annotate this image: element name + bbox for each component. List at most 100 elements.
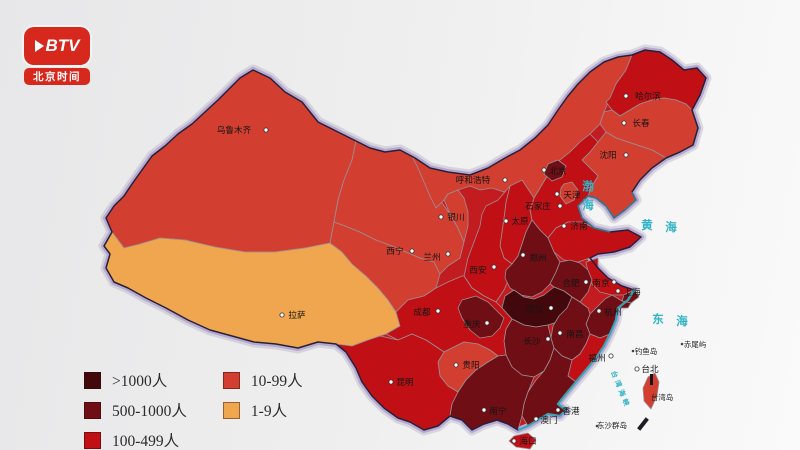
province-taiwan (642, 372, 660, 410)
city-dot (481, 407, 487, 413)
channel-name: BTV (45, 36, 80, 55)
city-label: 太原 (511, 215, 529, 226)
province-tianjin (559, 181, 579, 205)
city-label: 呼和浩特 (456, 174, 491, 185)
sea-label: 海 (676, 314, 688, 328)
city-label: 北京 (549, 165, 567, 176)
city-dot (623, 152, 629, 158)
city-dot (438, 214, 444, 220)
island-dot (680, 342, 684, 346)
city-dot (608, 353, 614, 359)
legend-swatch (222, 401, 240, 419)
city-label: 天津 (563, 190, 581, 200)
city-dot (502, 177, 508, 183)
legend-swatch (222, 371, 240, 389)
sea-label: 黄 (641, 218, 653, 232)
city-label: 济南 (570, 220, 588, 231)
province-ningxia (443, 189, 469, 243)
city-label: 银川 (447, 211, 464, 222)
city-dot (511, 438, 517, 444)
legend-item: 100-499人 (84, 429, 187, 450)
city-label: 长春 (632, 117, 650, 128)
city-dot (583, 279, 589, 285)
btv-logo-main: BTV (24, 27, 90, 65)
city-label: 乌鲁木齐 (217, 124, 252, 135)
city-label: 香港 (562, 405, 580, 416)
sea-label: 海 (665, 220, 677, 234)
city-dot (453, 362, 459, 368)
city-dot (545, 336, 551, 342)
city-label: 成都 (413, 306, 431, 317)
legend-item: >1000人 (84, 369, 187, 391)
city-dot (484, 320, 490, 326)
city-label: 台北 (641, 363, 659, 374)
city-dot (623, 93, 629, 99)
city-dot (491, 264, 497, 270)
city-dot (409, 248, 415, 254)
legend-swatch (84, 401, 101, 419)
city-dot (520, 252, 526, 258)
city-label: 福州 (588, 353, 605, 363)
city-label: 哈尔滨 (635, 90, 661, 101)
scale-mark-slanted (637, 417, 649, 431)
city-label: 重庆 (463, 318, 481, 329)
city-label: 沈阳 (599, 149, 616, 160)
island-label: 台湾岛 (651, 392, 674, 402)
city-dot (555, 407, 561, 413)
channel-subtitle: 北京时间 (24, 68, 90, 85)
city-dot (615, 288, 621, 294)
city-dot (263, 127, 269, 133)
province-chongqing (457, 295, 505, 339)
sea-label: 渤 (582, 179, 594, 193)
sea-label: 东 (652, 312, 664, 326)
city-dot (634, 366, 640, 372)
city-dot (621, 120, 627, 126)
city-dot (541, 167, 547, 173)
legend-item: 500-1000人 (84, 399, 187, 421)
city-dot (557, 330, 563, 336)
island-dot (631, 349, 635, 353)
city-dot (548, 305, 554, 311)
city-label: 上海 (623, 286, 641, 297)
city-dot (533, 416, 539, 422)
city-dot (279, 312, 285, 318)
city-dot (503, 218, 509, 224)
province-shaanxi (463, 185, 513, 303)
city-label: 贵阳 (462, 359, 479, 370)
city-label: 西安 (469, 264, 487, 275)
legend-label: 1-9人 (250, 403, 288, 420)
city-label: 长沙 (523, 335, 541, 346)
scale-mark (650, 374, 653, 385)
city-label: 澳门 (540, 414, 557, 425)
legend-label: 100-499人 (112, 433, 180, 450)
sea-label: 台湾海峡 (609, 369, 632, 409)
legend-label: 10-99人 (250, 373, 303, 390)
city-dot (388, 379, 394, 385)
city-label: 海口 (519, 435, 536, 446)
city-label: 昆明 (396, 377, 413, 387)
play-icon (34, 40, 44, 52)
province-layer (103, 49, 707, 450)
city-dot (611, 279, 617, 285)
province-hainan (508, 432, 537, 450)
city-label: 拉萨 (288, 309, 306, 320)
city-dot (554, 191, 560, 197)
city-label: 合肥 (562, 277, 580, 288)
coastline-teal-southeast (517, 289, 636, 432)
island-label: 钓鱼岛 (635, 346, 658, 356)
sea-label: 海 (582, 198, 594, 212)
island-dot (595, 424, 599, 428)
map-legend: >1000人 500-1000人 100-499人 10-99人 1-9人 (84, 369, 303, 450)
btv-logo: BTV 北京时间 (24, 27, 90, 85)
legend-swatch (84, 431, 101, 449)
legend-item: 10-99人 (222, 369, 303, 391)
city-label: 武汉 (526, 303, 544, 314)
city-dot (445, 251, 451, 257)
city-label: 兰州 (423, 251, 440, 262)
legend-label: 500-1000人 (112, 403, 187, 420)
coastline-teal-bohai (577, 191, 637, 233)
